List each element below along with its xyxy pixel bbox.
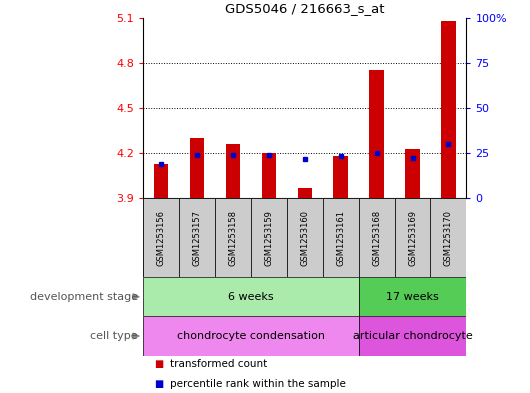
Text: 6 weeks: 6 weeks [228,292,273,302]
Text: ■: ■ [154,379,163,389]
Bar [359,277,466,316]
Bar [359,198,394,277]
Text: ■: ■ [154,358,163,369]
Text: GSM1253160: GSM1253160 [301,210,309,266]
Text: GSM1253158: GSM1253158 [228,210,237,266]
Bar [323,198,359,277]
Text: GSM1253170: GSM1253170 [444,210,453,266]
Bar [190,138,204,198]
Bar [262,153,276,198]
Bar [359,316,466,356]
Text: articular chondrocyte: articular chondrocyte [352,331,472,341]
Text: GSM1253156: GSM1253156 [156,210,165,266]
Bar [297,188,312,198]
Bar [143,316,359,356]
Title: GDS5046 / 216663_s_at: GDS5046 / 216663_s_at [225,2,384,15]
Bar [369,70,384,198]
Text: 17 weeks: 17 weeks [386,292,439,302]
Text: GSM1253161: GSM1253161 [336,210,345,266]
Text: GSM1253159: GSM1253159 [264,210,273,266]
Bar [143,277,359,316]
Bar [430,198,466,277]
Text: development stage: development stage [30,292,138,302]
Bar [154,164,168,198]
Bar [179,198,215,277]
Text: transformed count: transformed count [170,358,267,369]
Bar [405,149,420,198]
Bar [441,21,456,198]
Text: GSM1253157: GSM1253157 [192,210,201,266]
Bar [226,144,240,198]
Text: chondrocyte condensation: chondrocyte condensation [177,331,325,341]
Bar [333,156,348,198]
Bar [251,198,287,277]
Text: GSM1253168: GSM1253168 [372,210,381,266]
Bar [215,198,251,277]
Text: cell type: cell type [90,331,138,341]
Text: GSM1253169: GSM1253169 [408,210,417,266]
Bar [287,198,323,277]
Bar [394,198,430,277]
Bar [143,198,179,277]
Text: percentile rank within the sample: percentile rank within the sample [170,379,346,389]
